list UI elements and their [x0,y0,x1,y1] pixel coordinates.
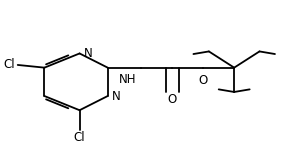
Text: O: O [199,74,208,87]
Text: O: O [168,93,177,106]
Text: NH: NH [119,73,136,86]
Text: N: N [84,47,93,60]
Text: Cl: Cl [3,58,15,71]
Text: Cl: Cl [74,131,85,144]
Text: N: N [112,90,121,103]
